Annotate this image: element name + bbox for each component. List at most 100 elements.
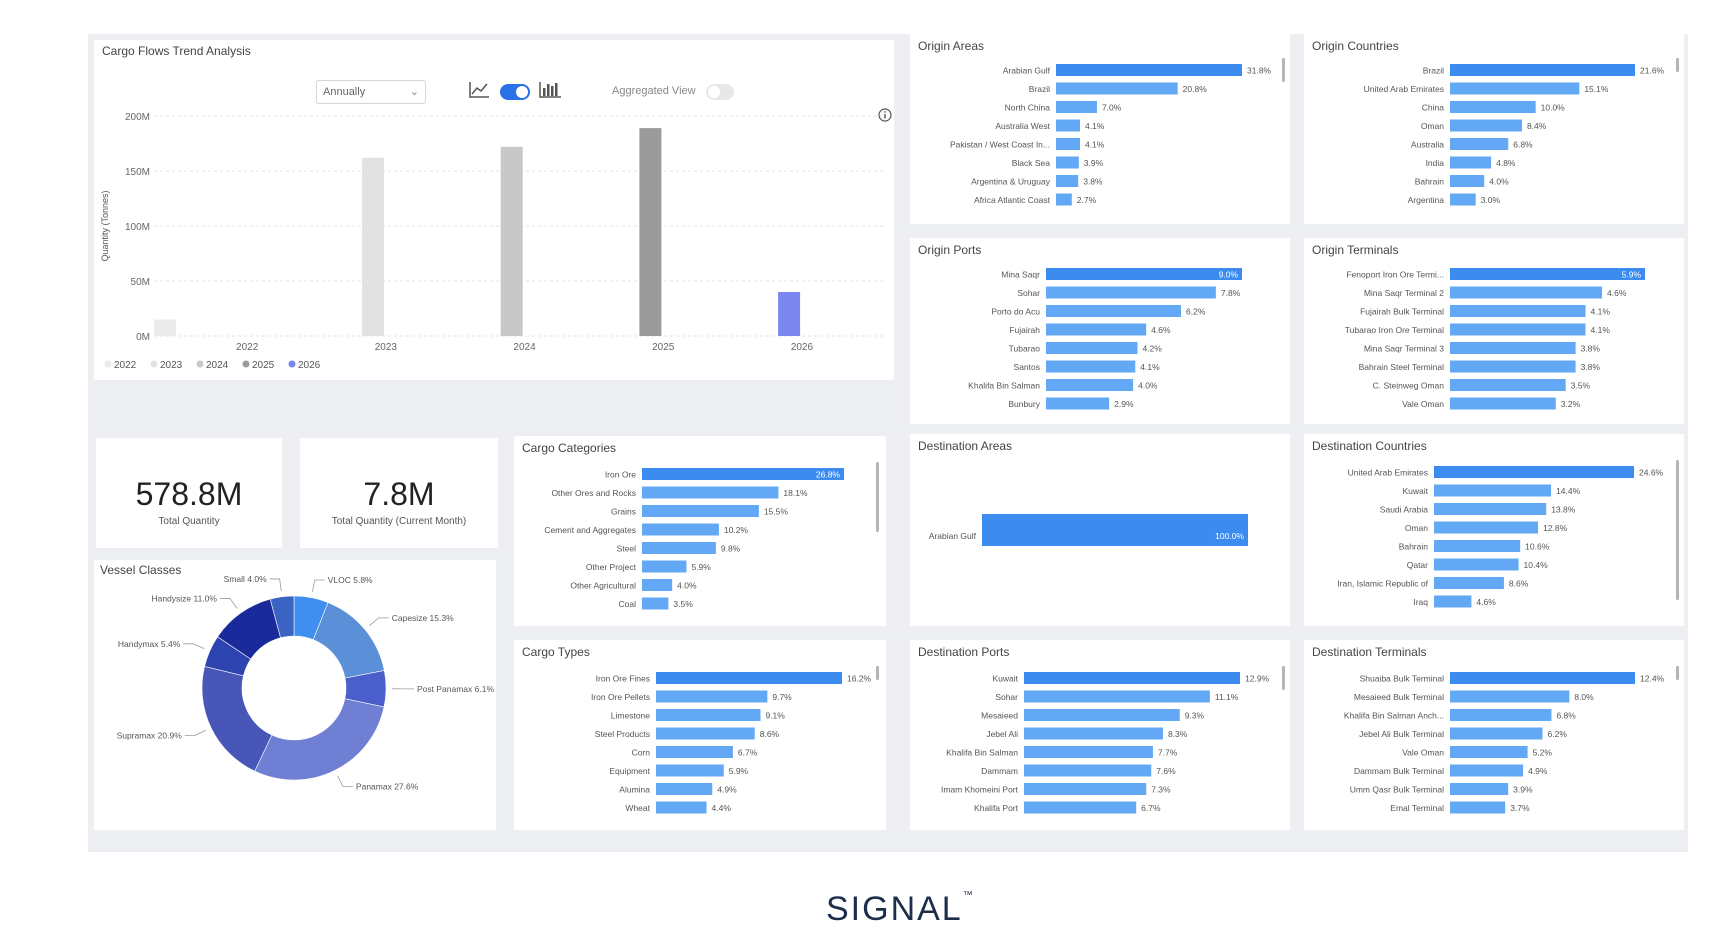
y-tick-label: 0M (136, 332, 150, 343)
kpi-value: 578.8M (135, 476, 243, 512)
bar-value-label: 6.7% (1141, 803, 1161, 813)
bar-value-label: 6.7% (738, 747, 758, 757)
cargo-types-panel: Cargo Types Iron Ore Fines 16.2% Iron Ore P… (514, 640, 886, 830)
panel-title: Vessel Classes (100, 563, 181, 577)
slice-label: Small 4.0% (224, 574, 267, 584)
bar (1450, 764, 1524, 777)
bar (1450, 268, 1645, 280)
trend-controls: Annually ⌄ Aggregated View (316, 78, 786, 106)
scrollbar (1282, 58, 1285, 82)
bar-value-label: 4.6% (1607, 288, 1627, 298)
bar-category-label: Cement and Aggregates (544, 525, 636, 535)
line-chart-icon[interactable] (468, 80, 490, 100)
y-tick-label: 150M (125, 167, 150, 178)
bar-category-label: Vale Oman (1402, 399, 1444, 409)
donut-slice (254, 698, 385, 781)
bar-value-label: 5.9% (691, 562, 711, 572)
bar-value-label: 10.2% (724, 525, 749, 535)
bar (1450, 360, 1576, 373)
bar (1056, 119, 1080, 132)
vessel-classes-chart: Vessel Classes VLOC 5.8% Capesize 15.3% Pos… (100, 563, 494, 792)
y-tick-label: 200M (125, 112, 150, 123)
bar (642, 505, 759, 517)
bar (1056, 101, 1097, 113)
bar (1046, 397, 1110, 410)
bar (1046, 360, 1136, 373)
bar-category-label: Saudi Arabia (1380, 504, 1428, 514)
origin-terminals-panel: Origin Terminals Fenoport Iron Ore Termi.… (1304, 238, 1684, 424)
cargo-types-chart: Cargo Types Iron Ore Fines 16.2% Iron Ore P… (522, 645, 879, 814)
bar-category-label: Fujairah (1009, 325, 1040, 335)
bar-2023 (362, 157, 384, 336)
bar-category-label: Iron Ore (605, 469, 636, 479)
bar (1450, 709, 1552, 721)
bar (1434, 558, 1519, 571)
cargo-categories-panel: Cargo Categories Iron Ore 26.8% Other Ores … (514, 436, 886, 626)
legend-marker (288, 360, 296, 368)
bar-category-label: Porto do Acu (991, 306, 1040, 316)
bar-category-label: Imam Khomeini Port (941, 784, 1019, 794)
bar-value-label: 4.9% (1528, 766, 1548, 776)
bar-chart-icon[interactable] (538, 80, 562, 100)
kpi-label: Total Quantity (158, 516, 220, 527)
panel-title: Origin Countries (1312, 39, 1399, 53)
bar-category-label: Jebel Ali (986, 729, 1018, 739)
bar (1024, 746, 1153, 758)
bar-category-label: Fenoport Iron Ore Termi... (1346, 269, 1444, 279)
bar (656, 672, 842, 684)
kpi-total-quantity: 578.8M Total Quantity (96, 438, 282, 548)
destination-areas-panel: Destination Areas Arabian Gulf 100.0% (910, 434, 1290, 626)
period-dropdown[interactable]: Annually ⌄ (316, 80, 426, 104)
bar (642, 560, 687, 573)
donut-slice (269, 595, 295, 639)
bar-category-label: China (1422, 102, 1444, 112)
bar (1450, 156, 1492, 169)
bar-value-label: 9.3% (1185, 710, 1205, 720)
bar-value-label: 16.2% (847, 673, 872, 683)
bar-category-label: Kuwait (1402, 486, 1428, 496)
bar-category-label: Tubarao (1009, 343, 1041, 353)
bar-value-label: 9.7% (772, 692, 792, 702)
bar-value-label: 2.7% (1077, 195, 1097, 205)
bar-category-label: Grains (611, 506, 636, 516)
bar (1056, 82, 1178, 95)
bar-category-label: Wheat (625, 803, 650, 813)
bar-value-label: 24.6% (1639, 467, 1664, 477)
bar-value-label: 10.0% (1541, 102, 1566, 112)
bar-category-label: Fujairah Bulk Terminal (1360, 306, 1444, 316)
bar-category-label: Bahrain (1415, 176, 1445, 186)
bar-category-label: Qatar (1407, 560, 1428, 570)
bar (656, 727, 755, 740)
bar (1450, 286, 1603, 299)
bar (1450, 101, 1536, 113)
bar-value-label: 4.4% (712, 803, 732, 813)
bar (1056, 193, 1072, 206)
x-tick-label: 2022 (236, 342, 259, 353)
bar-value-label: 4.1% (1140, 362, 1160, 372)
bar-value-label: 4.1% (1085, 139, 1105, 149)
bar-category-label: Australia (1411, 139, 1444, 149)
leader-line (312, 579, 325, 592)
bar-category-label: Mesaieed (981, 710, 1018, 720)
x-tick-label: 2026 (791, 342, 814, 353)
chart-type-toggle[interactable] (500, 84, 530, 100)
aggregated-view-toggle[interactable] (706, 84, 734, 100)
bar-category-label: C. Steinweg Oman (1373, 380, 1445, 390)
slice-label: Supramax 20.9% (117, 730, 183, 740)
slice-label: VLOC 5.8% (328, 575, 373, 585)
bar-category-label: Bahrain Steel Terminal (1359, 362, 1444, 372)
bar (1450, 379, 1566, 391)
panel-title: Destination Terminals (1312, 645, 1427, 659)
bar (1434, 503, 1547, 515)
toggle-knob (516, 86, 528, 98)
info-icon[interactable] (878, 108, 892, 122)
origin-ports-panel: Origin Ports Mina Saqr 9.0% Sohar 7.8% Porto … (910, 238, 1290, 424)
bar-category-label: Khalifa Bin Salman (946, 747, 1018, 757)
bar-value-label: 11.1% (1215, 692, 1239, 702)
bar-category-label: Mina Saqr (1001, 269, 1040, 279)
bar-category-label: Khalifa Bin Salman Anch... (1344, 710, 1444, 720)
bar-value-label: 8.4% (1527, 121, 1547, 131)
bar-category-label: Khalifa Port (974, 803, 1019, 813)
bar-value-label: 13.8% (1551, 504, 1576, 514)
bar-category-label: Other Project (586, 562, 637, 572)
